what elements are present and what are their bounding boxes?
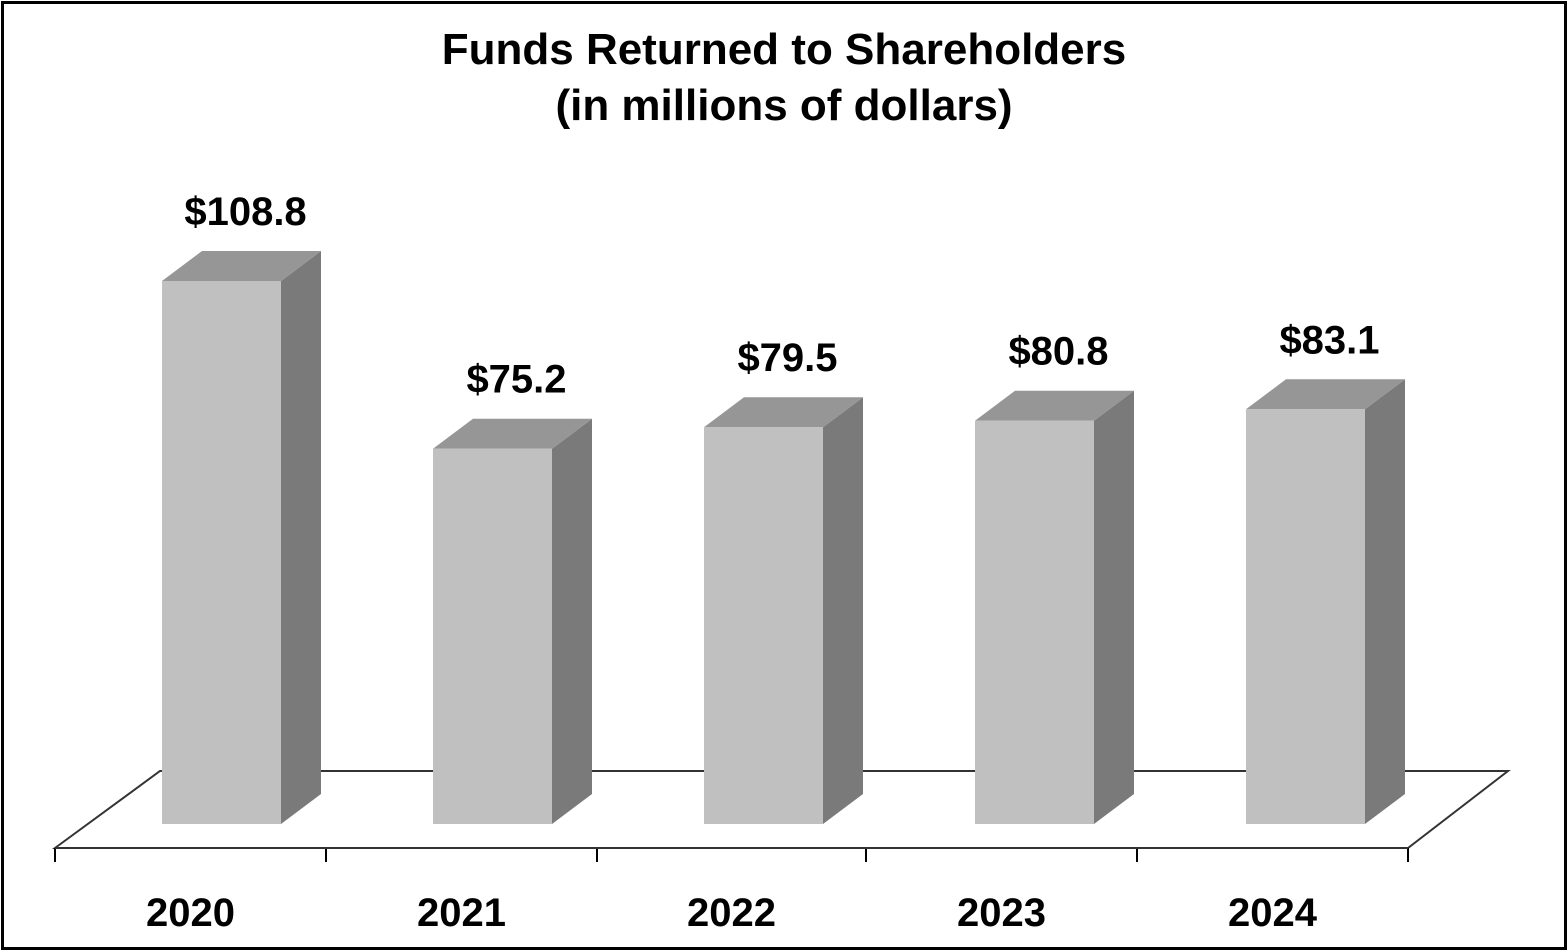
bar-side [1365, 379, 1405, 824]
category-label: 2021 [417, 891, 506, 935]
bar-side [552, 418, 592, 824]
bar-front [704, 427, 823, 824]
bar-2021: $75.2 [433, 358, 592, 824]
bar-2020: $108.8 [162, 190, 321, 824]
bars: $108.8 $75.2 $79.5 $80.8 $83.1 [162, 190, 1405, 824]
bar-2022: $79.5 [704, 336, 863, 824]
bar-2024: $83.1 [1246, 318, 1405, 824]
category-label: 2024 [1228, 891, 1318, 935]
bar-2023: $80.8 [975, 330, 1134, 824]
chart-title-line1: Funds Returned to Shareholders [441, 25, 1127, 74]
bar-side [823, 397, 863, 824]
data-label: $79.5 [737, 336, 837, 380]
data-label: $80.8 [1008, 330, 1108, 374]
chart-subtitle: (in millions of dollars) [555, 81, 1013, 130]
bar-side [281, 251, 321, 824]
x-axis: 2020 2021 2022 2023 2024 [54, 847, 1409, 935]
data-label: $108.8 [184, 190, 306, 234]
bar-front [975, 420, 1094, 824]
data-label: $83.1 [1279, 318, 1379, 362]
bar-top [704, 397, 863, 428]
bar-front [433, 448, 552, 824]
bar-side [1094, 390, 1134, 824]
bar-front [162, 281, 281, 824]
bar-top [975, 390, 1134, 421]
category-label: 2023 [957, 891, 1046, 935]
data-label: $75.2 [466, 358, 566, 402]
bar-top [433, 418, 592, 449]
chart-title: Funds Returned to Shareholders (in milli… [0, 22, 1568, 134]
bar-front [1246, 409, 1365, 824]
bar-top [1246, 379, 1405, 410]
category-label: 2020 [146, 891, 235, 935]
category-label: 2022 [687, 891, 776, 935]
bar-top [162, 251, 321, 281]
